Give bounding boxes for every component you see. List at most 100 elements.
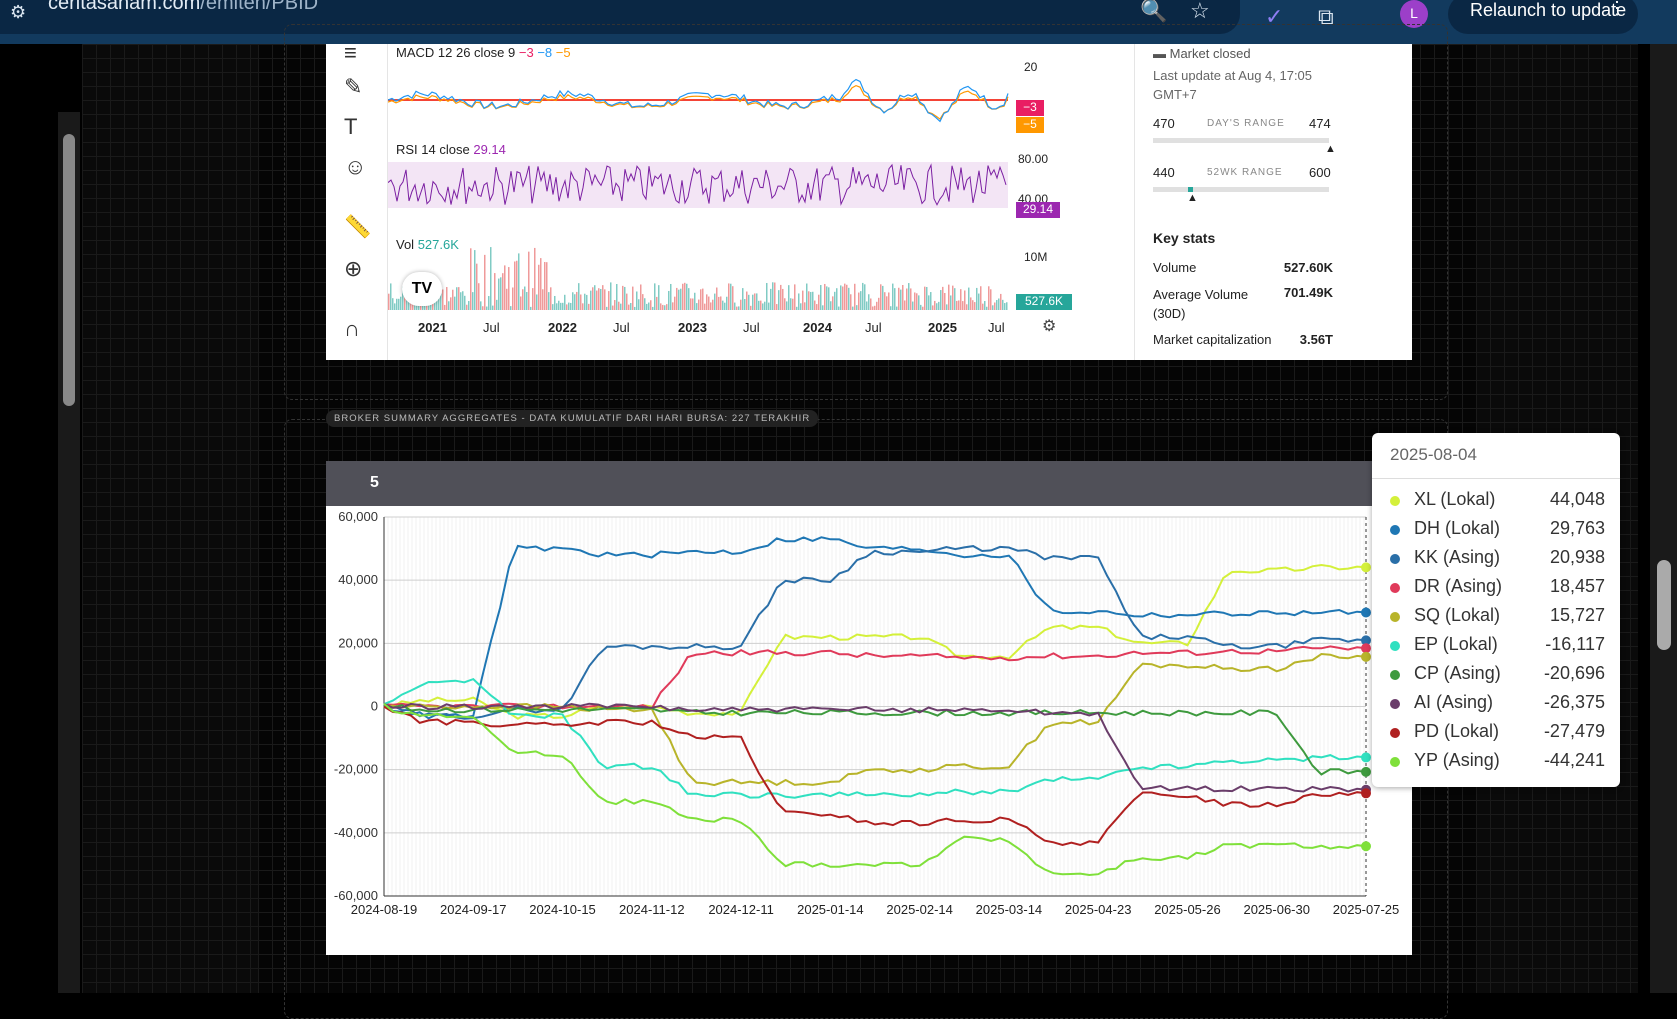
ruler-tool-icon[interactable]: 📏	[344, 214, 372, 239]
volume-bar	[778, 290, 780, 310]
page-scrollbar[interactable]	[1650, 44, 1677, 993]
y-tick-label: 0	[371, 699, 378, 714]
volume-bar	[968, 287, 970, 310]
volume-bar	[592, 287, 594, 310]
tooltip-series-value: -16,117	[1545, 634, 1605, 654]
volume-bar	[590, 290, 592, 310]
tooltip-date: 2025-08-04	[1390, 445, 1477, 464]
volume-bar	[960, 289, 962, 310]
site-settings-icon[interactable]: ⚙	[10, 2, 27, 22]
volume-bar	[714, 293, 716, 310]
volume-bar	[852, 306, 854, 310]
extension-check-icon[interactable]: ✓	[1265, 4, 1284, 29]
url-text[interactable]: ceritasaham.com/emiten/PBID	[48, 0, 319, 14]
address-bar[interactable]: ⚙ ceritasaham.com/emiten/PBID 🔍 ☆	[0, 0, 1240, 34]
volume-bar	[500, 277, 502, 310]
volume-bar	[486, 306, 488, 310]
volume-bar	[788, 285, 790, 310]
extensions-icon[interactable]: ⧉	[1318, 4, 1334, 29]
volume-bar	[390, 283, 392, 310]
volume-bar	[594, 285, 596, 310]
time-tick: Jul	[483, 320, 500, 335]
volume-bar	[522, 289, 524, 310]
volume-bar	[572, 292, 574, 310]
days-range-marker: ▲	[1325, 143, 1336, 155]
volume-bar	[532, 288, 534, 310]
tooltip-series-name: AI (Asing)	[1414, 692, 1494, 712]
page-scroll-thumb[interactable]	[1657, 560, 1671, 650]
broker-summary-chart[interactable]: 5 60,000 40,000 20,000 0 -20,000 -40,000 -60,0…	[326, 461, 1412, 955]
volume-bar	[802, 290, 804, 310]
tooltip-series-value: 15,727	[1549, 605, 1605, 625]
tooltip-series-value: -44,241	[1543, 750, 1605, 770]
volume-badge: 527.6K	[1016, 294, 1072, 310]
volume-bar	[1004, 303, 1006, 310]
volume-bar	[558, 300, 560, 310]
volume-bar	[902, 284, 904, 310]
volume-bar	[1002, 299, 1004, 310]
volume-bar	[998, 298, 1000, 310]
series-line-yp	[383, 702, 1367, 877]
volume-bar	[566, 304, 568, 310]
tooltip-series-name: XL (Lokal)	[1414, 489, 1496, 509]
volume-bar	[828, 287, 830, 310]
volume-bar	[870, 298, 872, 310]
brush-tool-icon[interactable]: ✎	[344, 74, 363, 99]
broker-line-chart[interactable]: 60,000 40,000 20,000 0 -20,000 -40,000 -60,000…	[326, 461, 1412, 955]
volume-bar	[502, 273, 504, 310]
volume-bar	[796, 306, 798, 310]
volume-bar	[774, 282, 776, 310]
volume-bar	[742, 288, 744, 310]
magnet-tool-icon[interactable]: ∩	[344, 316, 360, 341]
left-scrollbar[interactable]	[58, 112, 80, 993]
volume-bar	[748, 294, 750, 310]
volume-bar	[970, 297, 972, 310]
volume-bar	[638, 299, 640, 310]
volume-bar	[546, 262, 548, 310]
volume-bar	[516, 260, 518, 310]
chart-header: 5	[326, 461, 1412, 506]
rsi-band	[388, 162, 1008, 208]
volume-bar	[598, 288, 600, 310]
volume-bar	[956, 300, 958, 310]
volume-bar	[776, 304, 778, 310]
volume-bar	[780, 284, 782, 310]
x-tick-label: 2025-04-23	[1065, 902, 1132, 917]
section-label: BROKER SUMMARY AGGREGATES - DATA KUMULAT…	[326, 410, 819, 427]
volume-bar	[680, 288, 682, 310]
zoom-tool-icon[interactable]: ⊕	[344, 256, 363, 281]
zoom-icon[interactable]: 🔍	[1140, 0, 1168, 23]
volume-bar	[564, 294, 566, 310]
volume-bar	[658, 285, 660, 310]
volume-bar	[492, 305, 494, 310]
tooltip-series-value: -26,375	[1543, 692, 1605, 712]
volume-bar	[766, 282, 768, 310]
series-endpoint-cp	[1361, 766, 1371, 777]
left-scroll-thumb[interactable]	[63, 134, 75, 406]
volume-bar	[534, 247, 536, 310]
volume-bar	[862, 282, 864, 310]
price-indicators-chart[interactable]: MACD 12 26 close 9 −3 −8 −5 RSI 14 close…	[387, 44, 1088, 360]
x-tick-label: 2024-09-17	[440, 902, 507, 917]
volume-bar	[898, 287, 900, 310]
volume-bar	[468, 301, 470, 310]
volume-bar	[832, 296, 834, 310]
signal-badge: −5	[1016, 117, 1044, 133]
settings-gear-icon[interactable]: ⚙	[1042, 318, 1057, 335]
emoji-tool-icon[interactable]: ☺	[344, 154, 367, 179]
avatar[interactable]: L	[1400, 0, 1428, 28]
volume-bar	[582, 303, 584, 310]
relaunch-button[interactable]: Relaunch to update ⋮	[1448, 0, 1638, 34]
bookmark-star-icon[interactable]: ☆	[1190, 0, 1210, 23]
volume-bar	[954, 288, 956, 310]
time-tick: Jul	[865, 320, 882, 335]
volume-bar	[530, 306, 532, 310]
menu-dots-icon[interactable]: ⋮	[1608, 0, 1626, 18]
volume-bar	[444, 304, 446, 310]
volume-bar	[562, 302, 564, 310]
volume-bar	[652, 306, 654, 310]
tradingview-logo[interactable]: TV	[402, 272, 442, 306]
text-tool-icon[interactable]: T	[344, 114, 358, 139]
lines-tool-icon[interactable]: ≡	[344, 44, 357, 65]
x-tick-label: 2025-01-14	[797, 902, 864, 917]
